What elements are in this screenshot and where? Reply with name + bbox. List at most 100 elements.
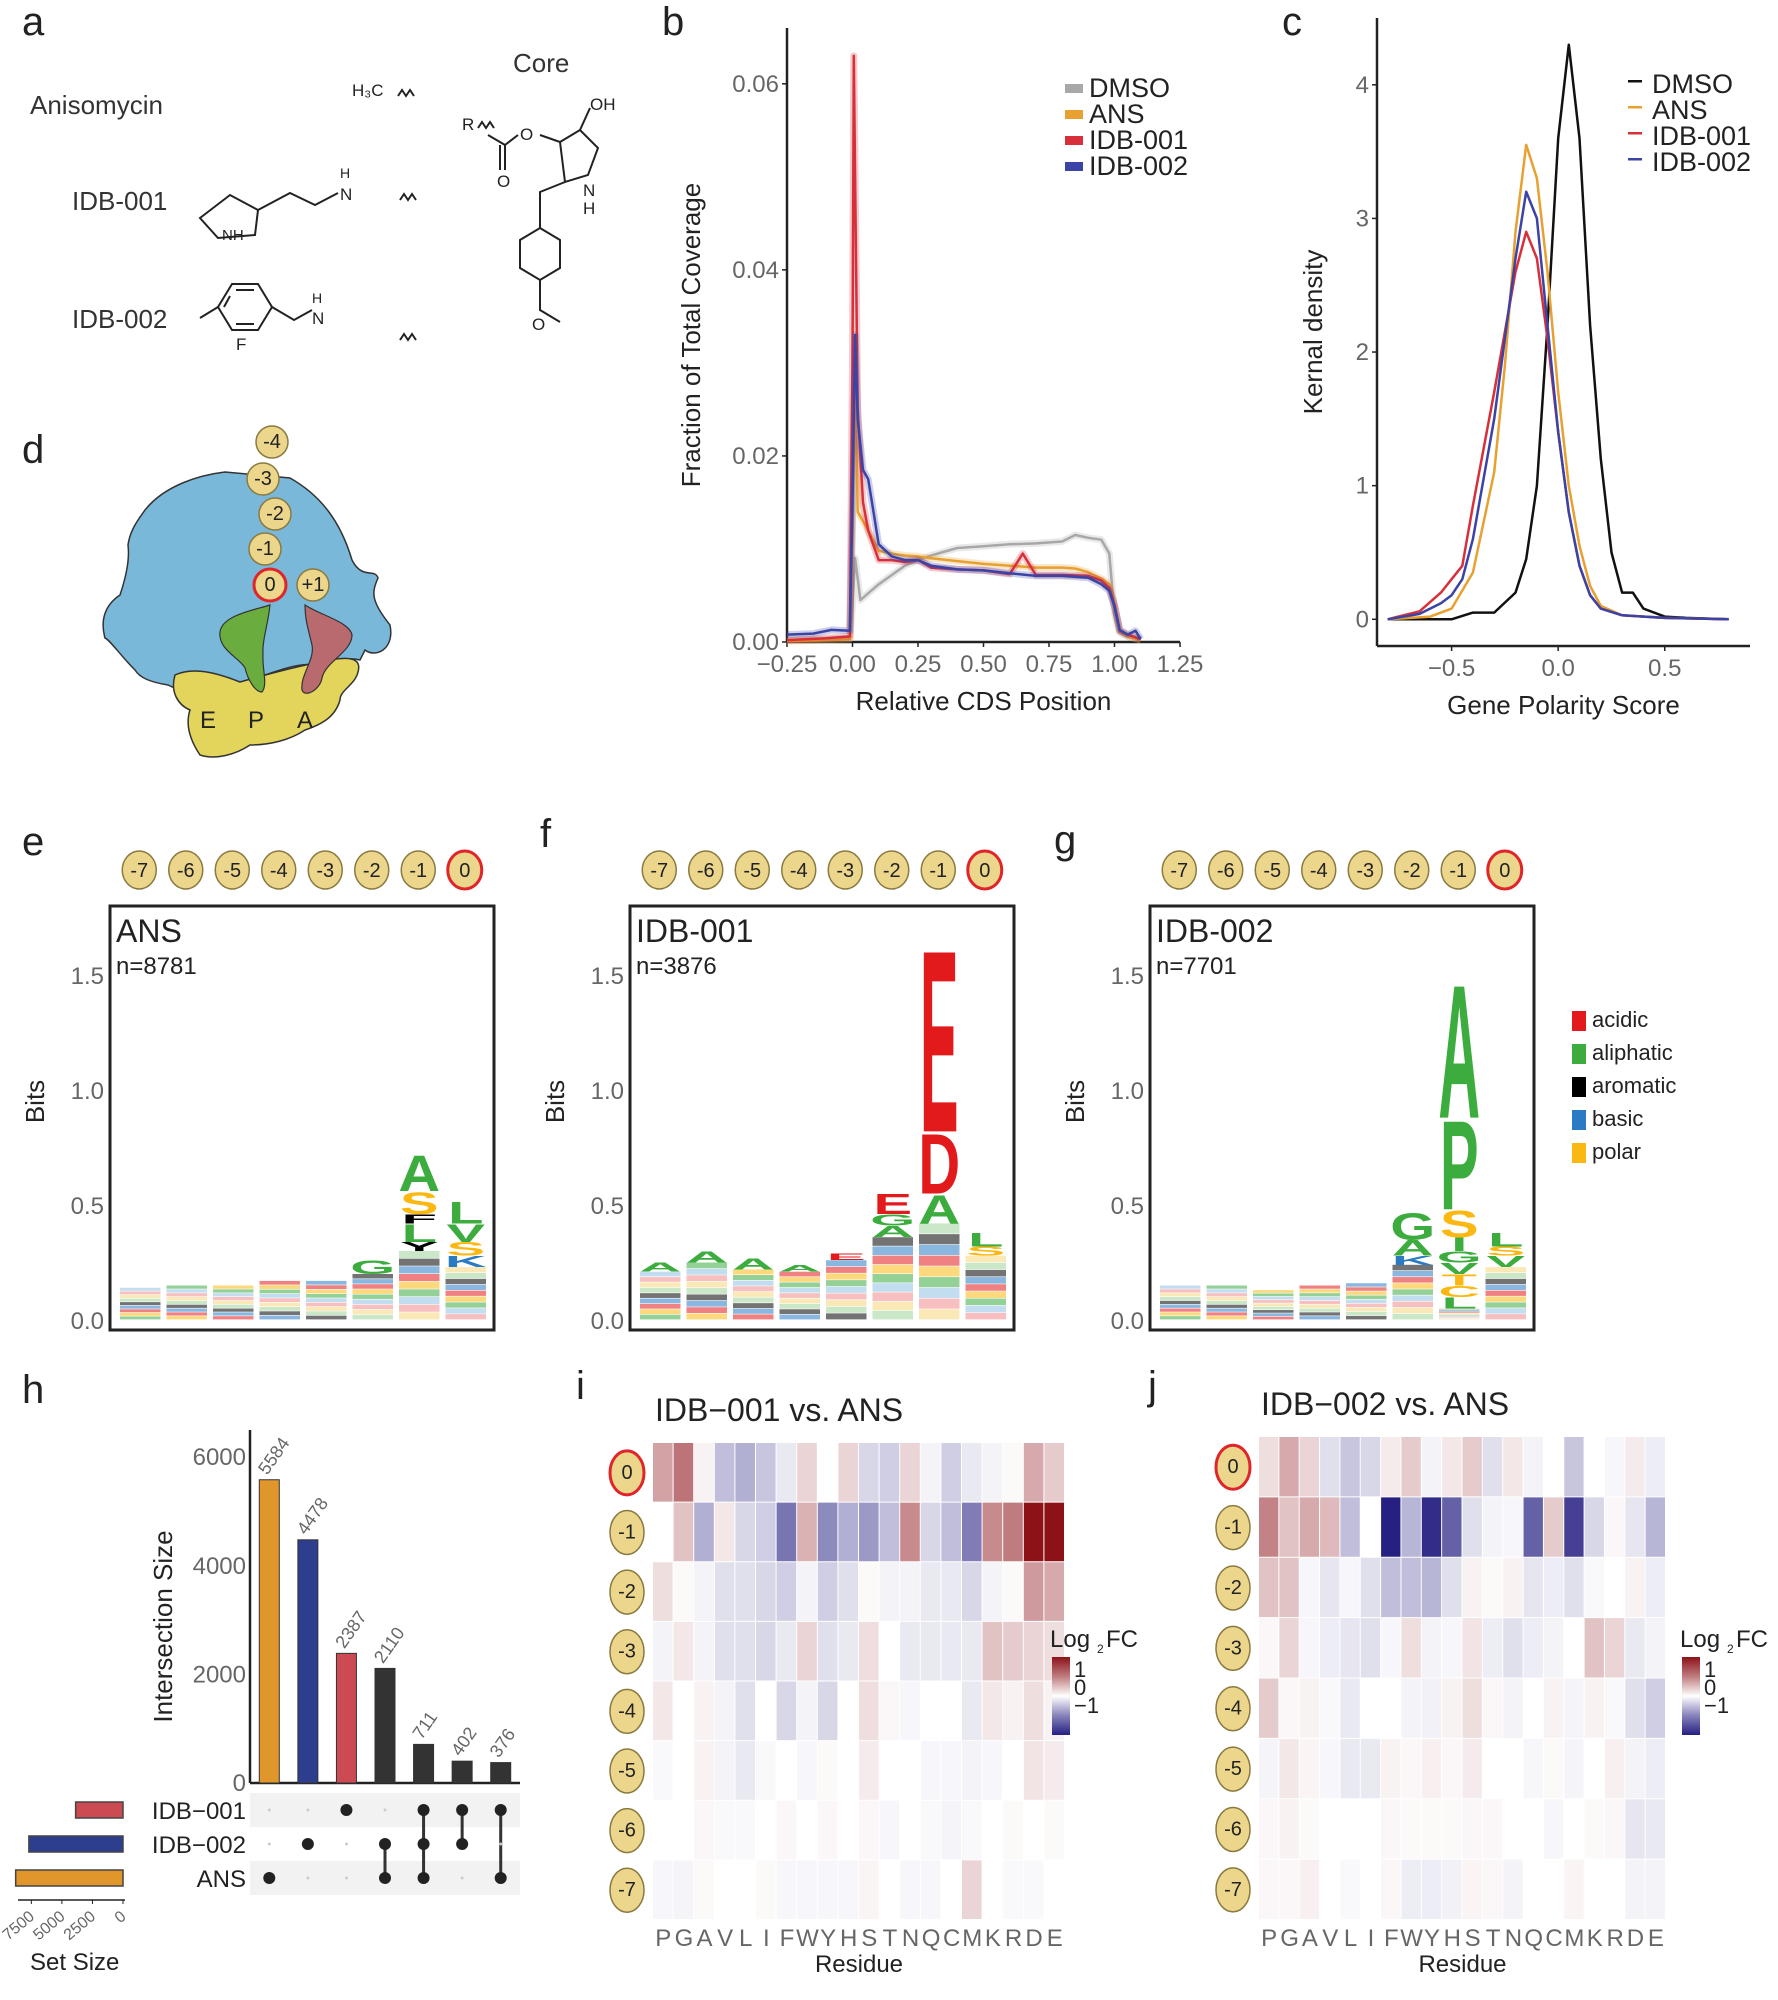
- logo-minor-residues: [733, 1291, 774, 1297]
- legend-swatch: [1065, 110, 1083, 119]
- y-tick-label: 0.0: [71, 1308, 104, 1335]
- heatmap-cell: [1523, 1738, 1543, 1799]
- series-line-idb-002: [786, 333, 1142, 640]
- bar-value-label: 4478: [293, 1494, 332, 1538]
- logo-minor-residues: [640, 1271, 681, 1277]
- position-circle-zero: [252, 567, 288, 603]
- heatmap-cell: [1299, 1859, 1320, 1919]
- position-label: -2: [1403, 860, 1421, 882]
- column-label: S: [1465, 1925, 1481, 1952]
- heatmap-cell: [1279, 1859, 1299, 1919]
- heatmap-cell: [1584, 1799, 1604, 1859]
- logo-minor-residues: [306, 1298, 347, 1303]
- heatmap-cell: [653, 1860, 673, 1919]
- heatmap-cell: [714, 1741, 735, 1800]
- heatmap-cell: [1401, 1497, 1421, 1557]
- heatmap-cell: [859, 1860, 879, 1919]
- logo-minor-residues: [445, 1302, 486, 1308]
- heatmap-cell: [756, 1502, 776, 1562]
- y-axis-label: Bits: [1060, 1080, 1090, 1123]
- heatmap-cell: [1299, 1678, 1320, 1738]
- site-label-a: A: [297, 707, 313, 734]
- y-tick-label: 0.5: [591, 1193, 624, 1220]
- heatmap-cell: [714, 1621, 735, 1681]
- position-circle: [1214, 1443, 1252, 1491]
- position-label: -5: [743, 860, 761, 882]
- logo-minor-residues: [1206, 1316, 1247, 1320]
- column-label: H: [1444, 1925, 1461, 1952]
- heatmap-cell: [1645, 1618, 1665, 1678]
- column-label: Q: [1524, 1925, 1543, 1952]
- column-label: L: [739, 1925, 752, 1952]
- position-label: -6: [697, 860, 715, 882]
- logo-minor-residues: [1346, 1299, 1387, 1304]
- row-label: -6: [1224, 1818, 1242, 1840]
- logo-minor-residues: [259, 1306, 300, 1311]
- logo-minor-residues: [306, 1280, 347, 1285]
- membership-dot-empty: [267, 1808, 271, 1812]
- intersection-bar: [413, 1743, 435, 1784]
- logo-minor-residues: [259, 1280, 300, 1285]
- logo-frame: [108, 904, 496, 1332]
- y-tick-label: 0.04: [732, 257, 779, 284]
- y-tick-label: 0.00: [732, 629, 779, 656]
- heatmap-cell: [797, 1443, 817, 1502]
- logo-minor-residues: [166, 1312, 207, 1316]
- logo-minor-residues: [733, 1275, 774, 1281]
- logo-minor-residues: [1392, 1270, 1433, 1277]
- position-circle: [608, 1449, 646, 1497]
- membership-dot: [379, 1872, 391, 1884]
- methoxyphenyl-ring: [519, 226, 561, 282]
- logo-minor-residues: [919, 1309, 960, 1320]
- logo-minor-residues: [259, 1285, 300, 1289]
- heatmap-cell: [982, 1621, 1003, 1681]
- heatmap-cell: [1604, 1738, 1625, 1799]
- colorbar-title: Log: [1050, 1626, 1090, 1653]
- legend-swatch: [1628, 132, 1642, 135]
- column-label: D: [1025, 1925, 1042, 1952]
- heatmap-cell: [653, 1502, 673, 1562]
- logo-minor-residues: [1253, 1303, 1294, 1307]
- row-label: 0: [621, 1462, 632, 1484]
- ribosome-diagram: -4 -3 -2 -1 0 +1 E P A: [102, 425, 392, 758]
- position-circle: [1215, 1625, 1251, 1672]
- logo-letter: K: [1392, 1253, 1434, 1267]
- logo-minor-residues: [1485, 1284, 1526, 1291]
- series-band-ans: [786, 378, 1142, 645]
- x-tick-label: 0.5: [1648, 655, 1681, 682]
- heatmap-cell: [1003, 1562, 1023, 1621]
- column-label: P: [655, 1925, 671, 1952]
- logo-minor-residues: [352, 1299, 393, 1305]
- ester-bond: [504, 134, 519, 146]
- heatmap-cell: [920, 1562, 941, 1621]
- logo-minor-residues: [1439, 1316, 1480, 1317]
- heatmap-cell: [1604, 1799, 1625, 1859]
- logo-minor-residues: [259, 1302, 300, 1307]
- heatmap-title: IDB−001 vs. ANS: [655, 1392, 903, 1428]
- heatmap-cell: [1645, 1859, 1665, 1919]
- set-label: IDB−001: [152, 1798, 246, 1825]
- logo-minor-residues: [399, 1258, 440, 1266]
- logo-minor-residues: [640, 1314, 681, 1320]
- logo-sample-size: n=7701: [1156, 953, 1237, 980]
- position-circle: [121, 850, 157, 890]
- logo-letter: S: [400, 1186, 439, 1221]
- o-methoxy-label: O: [532, 315, 545, 334]
- y-tick-label: 1: [1356, 473, 1369, 500]
- panel-letter-h: h: [22, 1368, 45, 1412]
- colorbar-title-subscript: 2: [1097, 1642, 1104, 1656]
- colorbar-tick-label: 1: [1704, 1657, 1716, 1682]
- membership-dot: [301, 1838, 314, 1850]
- position-circle: [641, 850, 677, 890]
- legend-label-acidic: acidic: [1592, 1008, 1648, 1032]
- legend-label: ANS: [1089, 99, 1145, 129]
- logo-letter: D: [918, 1117, 960, 1212]
- logo-minor-residues: [686, 1307, 727, 1314]
- heatmap-cell: [859, 1443, 879, 1502]
- heatmap-cell: [1023, 1681, 1044, 1741]
- heatmap-cell: [900, 1681, 920, 1741]
- logo-minor-residues: [120, 1287, 161, 1291]
- position-circle: [400, 850, 436, 890]
- logo-letter: S: [1486, 1244, 1525, 1258]
- heatmap-cell: [1523, 1557, 1543, 1618]
